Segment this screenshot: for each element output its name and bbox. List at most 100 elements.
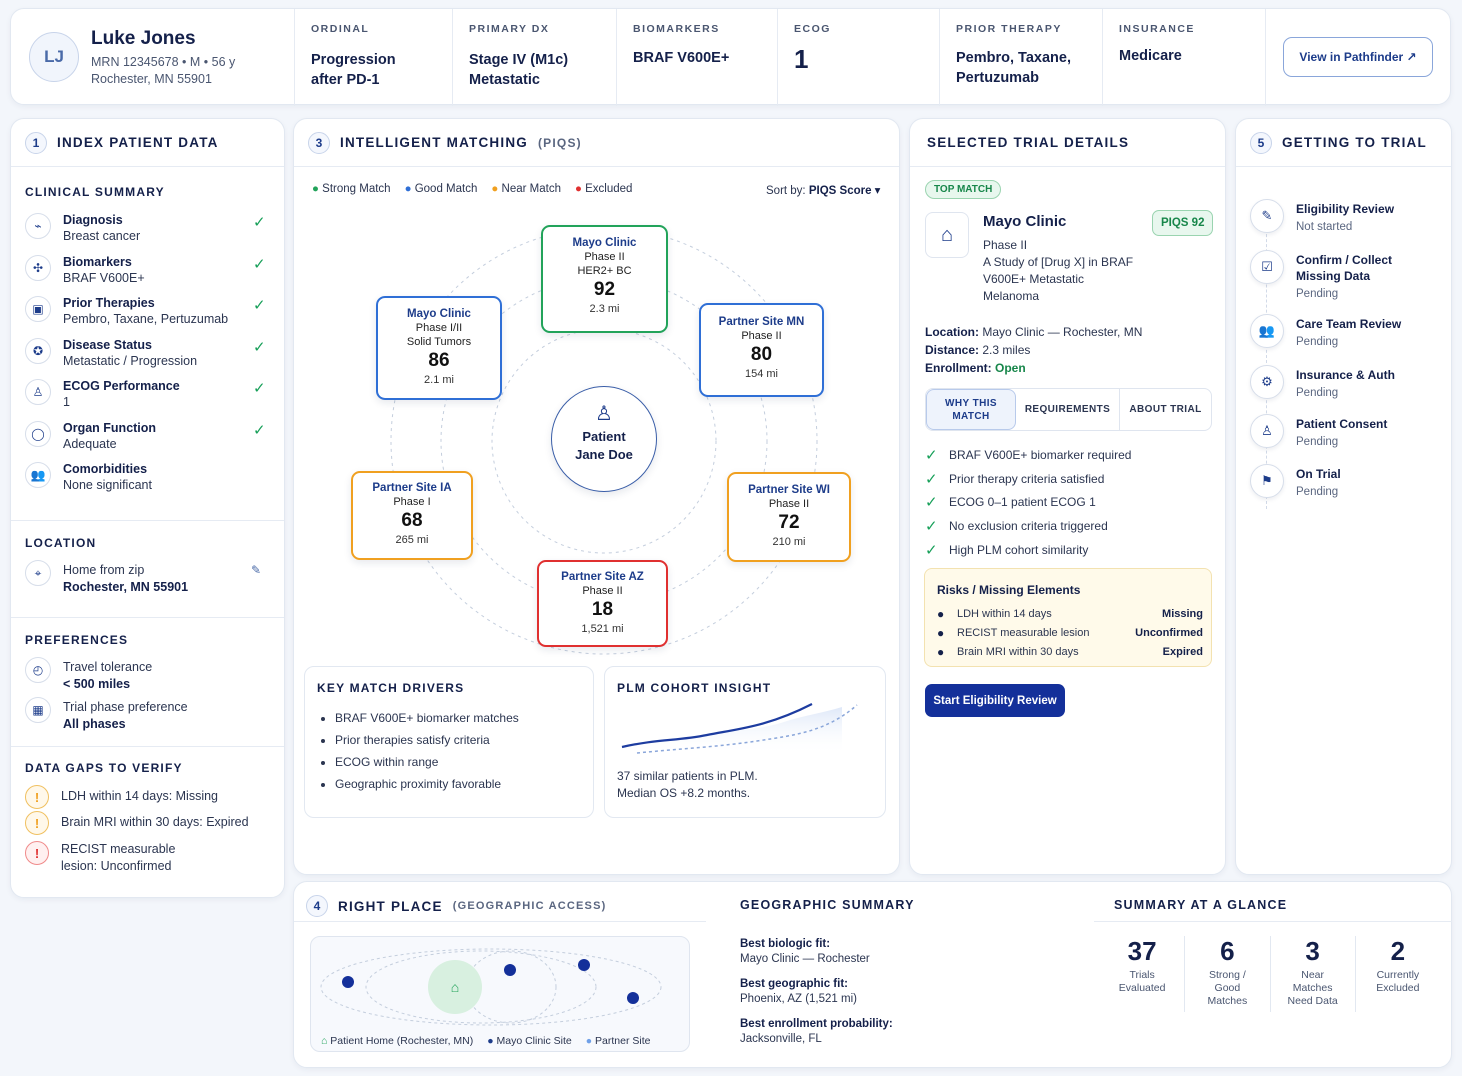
match-reasons-list: ✓ BRAF V600E+ biomarker required ✓ Prior th… [925, 443, 1131, 562]
trial-step[interactable]: ☑ Confirm / Collect Missing Data Pending [1250, 250, 1445, 300]
mayo-site-dot [342, 976, 354, 988]
section-title: SELECTED TRIAL DETAILS [927, 135, 1130, 150]
check-icon: ✓ [253, 421, 266, 439]
trial-node[interactable]: Partner Site AZ Phase II 18 1,521 mi [537, 560, 668, 647]
section-subtitle: (PIQS) [537, 135, 582, 150]
check-icon: ✓ [253, 338, 266, 356]
header-field-primary-dx: PRIMARY DX Stage IV (M1c) Metastatic [452, 9, 616, 106]
section-title: INDEX PATIENT DATA [57, 135, 219, 150]
warning-icon: ! [25, 785, 49, 809]
clinical-item: ◯ Organ Function Adequate ✓ [25, 419, 273, 461]
header-field-biomarkers: BIOMARKERS BRAF V600E+ [616, 9, 777, 106]
team-icon: 👥 [1250, 314, 1284, 348]
geo-summary-title: GEOGRAPHIC SUMMARY [740, 898, 915, 912]
tab-why-this-match[interactable]: WHY THIS MATCH [926, 389, 1016, 430]
plm-cohort-card: PLM COHORT INSIGHT 37 similar patients i… [604, 666, 886, 818]
legend-strong: ● Strong Match [312, 183, 391, 195]
edit-location-icon[interactable]: ✎ [251, 563, 262, 577]
section-title: INTELLIGENT MATCHING [340, 135, 528, 150]
section-number: 1 [25, 131, 47, 154]
patient-location: Rochester, MN 55901 [91, 72, 212, 86]
cohort-count-text: 37 similar patients in PLM. [617, 769, 758, 783]
map-legend: ⌂ Patient Home (Rochester, MN) ● Mayo Cl… [321, 1035, 651, 1047]
trial-step[interactable]: ⚙ Insurance & Auth Pending [1250, 365, 1445, 409]
view-in-pathfinder-button[interactable]: View in Pathfinder ↗ [1283, 37, 1433, 77]
selected-trial-panel: SELECTED TRIAL DETAILS TOP MATCH ⌂ Mayo … [909, 118, 1226, 875]
clinical-item: ⌁ Diagnosis Breast cancer ✓ [25, 211, 273, 253]
legend-good: ● Good Match [404, 183, 478, 195]
travel-clock-icon: ◴ [25, 657, 51, 683]
trial-node[interactable]: Mayo Clinic Phase I/II Solid Tumors 86 2… [376, 296, 502, 400]
tab-about-trial[interactable]: ABOUT TRIAL [1129, 404, 1202, 415]
consent-icon: ♙ [1250, 414, 1284, 448]
match-legend: ● Strong Match ● Good Match ● Near Match… [312, 183, 632, 195]
biomarker-icon: ✣ [25, 254, 51, 281]
gap-brain-mri: Brain MRI within 30 days: Expired [61, 815, 249, 829]
check-icon: ✓ [925, 518, 938, 536]
trial-step[interactable]: ✎ Eligibility Review Not started [1250, 199, 1445, 243]
header-field-ecog: ECOG 1 [777, 9, 939, 106]
warning-icon: ! [25, 811, 49, 835]
hospital-icon: ⌂ [925, 212, 969, 258]
match-reason: ✓ High PLM cohort similarity [925, 542, 1089, 560]
ecog-icon: ♙ [25, 379, 51, 405]
section-title: GETTING TO TRIAL [1282, 135, 1427, 150]
header-field-insurance: INSURANCE Medicare [1102, 9, 1266, 106]
data-gaps-title: DATA GAPS TO VERIFY [25, 761, 183, 775]
trial-step[interactable]: ♙ Patient Consent Pending [1250, 414, 1445, 458]
phase-preference-value: All phases [63, 717, 126, 731]
clinical-item: ✪ Disease Status Metastatic / Progression ✓ [25, 336, 273, 378]
mayo-site-dot [627, 992, 639, 1004]
match-reason: ✓ Prior therapy criteria satisfied [925, 470, 1105, 488]
geo-map[interactable]: ⌂ ⌂ Patient Home (Rochester, MN) ● Mayo … [310, 936, 690, 1052]
match-reason: ✓ ECOG 0–1 patient ECOG 1 [925, 494, 1096, 512]
check-icon: ✓ [925, 542, 938, 560]
clinical-item: ♙ ECOG Performance 1 ✓ [25, 377, 273, 419]
trial-step[interactable]: 👥 Care Team Review Pending [1250, 314, 1445, 358]
trial-phase: Phase II [983, 238, 1028, 252]
location-label: Home from zip [63, 563, 145, 577]
gap-recist: RECIST measurable lesion: Unconfirmed [61, 842, 176, 873]
check-icon: ✓ [253, 380, 266, 397]
trial-step[interactable]: ⚑ On Trial Pending [1250, 464, 1445, 508]
glance-stat: 2 Currently Excluded [1376, 936, 1420, 994]
start-eligibility-button[interactable]: Start Eligibility Review [925, 684, 1065, 717]
key-match-drivers-card: KEY MATCH DRIVERS BRAF V600E+ biomarker … [304, 666, 594, 818]
risk-item: ● Brain MRI within 30 days Expired [937, 644, 1203, 659]
section-number: 4 [306, 895, 328, 917]
glance-stat: 3 Near Matches Need Data [1271, 936, 1356, 1012]
sort-dropdown[interactable]: Sort by: PIQS Score ▾ [766, 185, 881, 197]
comorbidity-icon: 👥 [25, 462, 51, 488]
detail-tabs: WHY THIS MATCH REQUIREMENTS ABOUT TRIAL [925, 388, 1212, 431]
gear-icon: ⚙ [1250, 365, 1284, 399]
home-icon: ⌂ [451, 979, 459, 995]
trial-location: Location: Mayo Clinic — Rochester, MN [925, 325, 1143, 339]
trial-node[interactable]: Partner Site IA Phase I 68 265 mi [351, 471, 473, 560]
trial-node[interactable]: Partner Site WI Phase II 72 210 mi [727, 472, 851, 562]
section-title: RIGHT PLACE [338, 898, 443, 914]
patient-center-node: ♙ Patient Jane Doe [551, 386, 657, 492]
clinical-item: ▣ Prior Therapies Pembro, Taxane, Pertuzum… [25, 294, 273, 336]
organ-icon: ◯ [25, 420, 51, 447]
alert-icon: ! [25, 841, 49, 865]
phase-grid-icon: ▦ [25, 697, 51, 723]
driver-item: ECOG within range [335, 751, 519, 773]
mayo-site-dot [578, 959, 590, 971]
risk-item: ● RECIST measurable lesion Unconfirmed [937, 625, 1203, 640]
index-patient-panel: 1 INDEX PATIENT DATA CLINICAL SUMMARY ⌁ D… [10, 118, 285, 898]
clinical-item: 👥 Comorbidities None significant [25, 460, 273, 502]
driver-item: BRAF V600E+ biomarker matches [335, 707, 519, 729]
trial-node[interactable]: Mayo Clinic Phase II HER2+ BC 92 2.3 mi [541, 225, 668, 333]
check-icon: ✓ [925, 494, 938, 512]
patient-name: Luke Jones [91, 28, 196, 49]
risk-item: ● LDH within 14 days Missing [937, 606, 1203, 621]
glance-stat: 6 Strong / Good Matches [1185, 936, 1271, 1012]
section-number: 5 [1250, 131, 1272, 154]
matching-panel: 3 INTELLIGENT MATCHING (PIQS) ● Strong M… [293, 118, 900, 875]
trial-node[interactable]: Partner Site MN Phase II 80 154 mi [699, 303, 824, 397]
cohort-os-text: Median OS +8.2 months. [617, 786, 751, 800]
getting-to-trial-panel: 5 GETTING TO TRIAL ✎ Eligibility Review No… [1235, 118, 1452, 875]
tab-requirements[interactable]: REQUIREMENTS [1016, 389, 1120, 430]
location-value: Rochester, MN 55901 [63, 580, 189, 594]
checkbox-icon: ☑ [1250, 250, 1284, 284]
